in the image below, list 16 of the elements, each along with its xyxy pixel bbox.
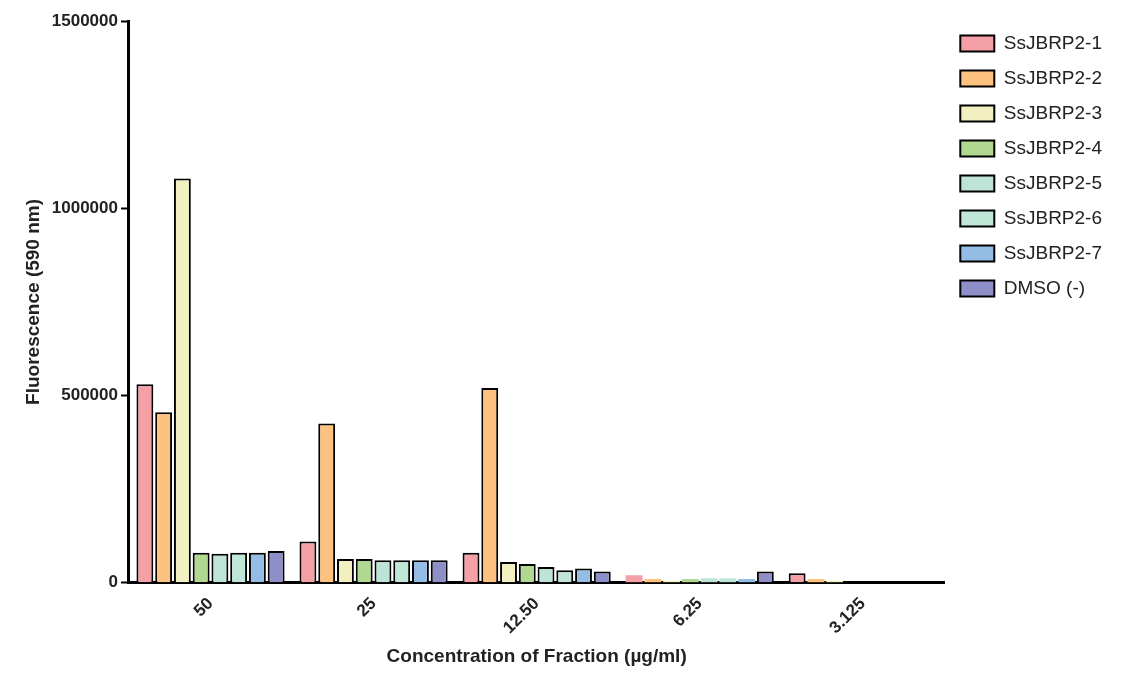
legend-label: DMSO (-) [1003, 276, 1086, 298]
legend-label: SsJBRP2-2 [1003, 66, 1102, 88]
legend-label: SsJBRP2-5 [1003, 171, 1102, 193]
legend-label: SsJBRP2-3 [1003, 101, 1102, 123]
legend-label: SsJBRP2-6 [1003, 206, 1102, 228]
legend-label: SsJBRP2-1 [1003, 31, 1102, 53]
y-tick-label: 500000 [61, 385, 118, 405]
x-tick-label: 50 [189, 593, 217, 621]
x-tick-label: 25 [352, 593, 380, 621]
legend-label: SsJBRP2-7 [1003, 241, 1102, 263]
y-tick-label: 1000000 [51, 198, 118, 218]
legend-label: SsJBRP2-4 [1003, 136, 1103, 158]
y-axis-title: Fluorescence (590 nm) [21, 198, 43, 405]
y-tick-label: 1500000 [51, 10, 118, 30]
x-axis-title: Concentration of Fraction (µg/ml) [386, 644, 687, 666]
y-tick-label: 0 [108, 572, 118, 592]
